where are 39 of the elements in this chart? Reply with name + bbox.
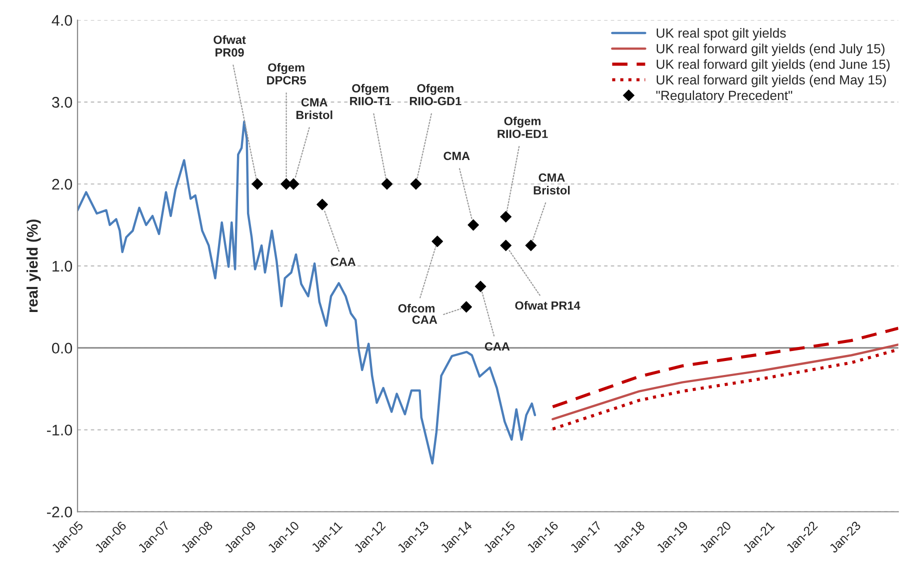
- y-tick-label: 1.0: [52, 260, 72, 272]
- annotation: Ofwat PR09: [214, 35, 246, 57]
- annotation: CMA Bristol: [534, 173, 570, 195]
- legend-label: UK real forward gilt yields (end May 15): [656, 74, 886, 88]
- annotation: CAA: [412, 316, 438, 324]
- annotation: Ofgem RIIO-GD1: [410, 84, 462, 106]
- annotation: Ofcom: [398, 304, 434, 313]
- annotation: Ofgem RIIO-T1: [350, 84, 391, 106]
- legend-label: UK real forward gilt yields (end July 15): [656, 44, 884, 56]
- annotation: CAA: [330, 258, 356, 266]
- point: [316, 198, 328, 210]
- y-tick-label: 0.0: [52, 342, 72, 354]
- y-axis-title: real yield (%): [26, 220, 41, 312]
- line-series: [552, 343, 898, 420]
- annotation: Ofgem DPCR5: [267, 63, 306, 84]
- y-tick-label: -2.0: [47, 506, 72, 518]
- point: [381, 178, 393, 190]
- y-tick-label: 4.0: [52, 14, 72, 26]
- point: [474, 280, 486, 292]
- annotation: Ofwat PR14: [515, 301, 580, 310]
- point: [468, 219, 479, 231]
- point: [410, 178, 422, 190]
- y-tick-label: 3.0: [52, 96, 72, 108]
- y-tick-label: 2.0: [52, 178, 72, 190]
- annotation: Ofgem RIIO-ED1: [498, 116, 548, 138]
- annotation: CMA Bristol: [296, 98, 332, 120]
- annotation: CMA: [444, 152, 470, 160]
- point: [432, 236, 444, 248]
- point: [500, 211, 512, 222]
- line-series: [551, 326, 898, 408]
- point: [252, 178, 263, 190]
- point: [500, 240, 512, 252]
- legend-label: UK real spot gilt yields: [656, 28, 786, 40]
- point: [525, 240, 537, 252]
- annotation: CAA: [484, 342, 510, 351]
- point: [460, 301, 472, 313]
- legend-label: UK real forward gilt yields (end June 15): [656, 59, 890, 72]
- y-tick-label: -1.0: [47, 424, 72, 436]
- legend-label: "Regulatory Precedent": [656, 90, 792, 103]
